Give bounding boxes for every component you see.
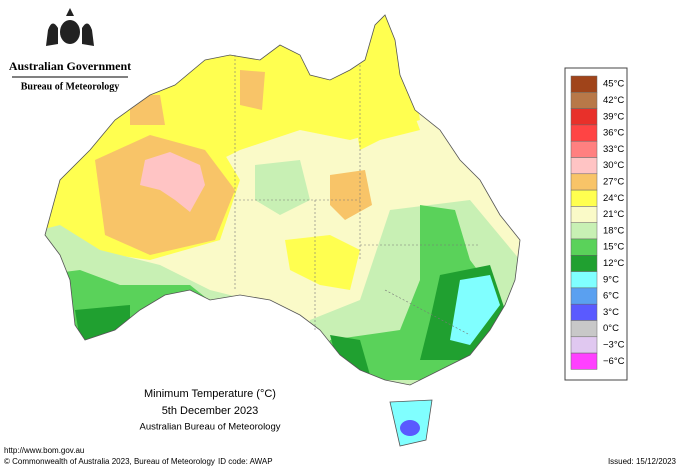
state-borders xyxy=(234,55,480,336)
legend-swatch xyxy=(570,255,598,272)
legend-swatch xyxy=(570,303,598,321)
legend-label: 30°C xyxy=(603,160,624,171)
legend-swatch xyxy=(570,287,598,305)
legend-label: 24°C xyxy=(603,193,624,204)
legend-swatch xyxy=(570,124,598,142)
legend-label: 21°C xyxy=(603,209,624,220)
legend-label: 36°C xyxy=(603,128,624,139)
legend-label: 18°C xyxy=(603,225,624,236)
legend-label: 27°C xyxy=(603,176,624,187)
legend-label: 33°C xyxy=(603,144,624,155)
legend-label: 45°C xyxy=(603,79,624,90)
legend-swatch xyxy=(570,271,598,289)
legend-label: 39°C xyxy=(603,111,624,122)
legend-swatch xyxy=(570,140,598,158)
legend-swatch xyxy=(570,320,598,338)
legend-label: −3°C xyxy=(603,339,625,350)
legend-label: 12°C xyxy=(603,258,624,269)
legend-label: 0°C xyxy=(603,323,619,334)
legend-swatch xyxy=(570,336,598,354)
footer-issued: Issued: 15/12/2023 xyxy=(608,457,677,466)
legend-label: 6°C xyxy=(603,291,619,302)
caption-source: Australian Bureau of Meteorology xyxy=(140,422,281,433)
agency: Bureau of Meteorology xyxy=(21,81,120,92)
legend-swatch xyxy=(570,173,598,191)
legend-swatch xyxy=(570,157,598,175)
caption-date: 5th December 2023 xyxy=(162,405,259,417)
legend-swatch xyxy=(570,206,598,223)
footer-url: http://www.bom.gov.au xyxy=(4,446,84,455)
legend-label: 3°C xyxy=(603,307,619,318)
footer-copyright: © Commonwealth of Australia 2023, Bureau… xyxy=(4,457,215,466)
legend-label: 9°C xyxy=(603,274,619,285)
legend-swatch xyxy=(570,238,598,256)
crest xyxy=(46,8,94,46)
legend-swatch xyxy=(570,189,598,207)
legend-swatch xyxy=(570,352,598,370)
legend-swatch xyxy=(570,108,598,126)
legend-swatch xyxy=(570,222,598,240)
legend-swatch xyxy=(570,92,598,109)
legend-label: 15°C xyxy=(603,242,624,253)
coastline xyxy=(44,14,521,447)
footer-id: ID code: AWAP xyxy=(218,457,273,466)
government: Australian Government xyxy=(9,59,131,73)
caption-title: Minimum Temperature (°C) xyxy=(144,388,276,400)
legend-swatch xyxy=(570,75,598,93)
legend-label: 42°C xyxy=(603,95,624,106)
legend: 45°C 42°C 39°C 36°C 33°C 30°C 27°C 24°C 21°C 18°C… xyxy=(570,75,625,370)
legend-label: −6°C xyxy=(603,356,625,367)
